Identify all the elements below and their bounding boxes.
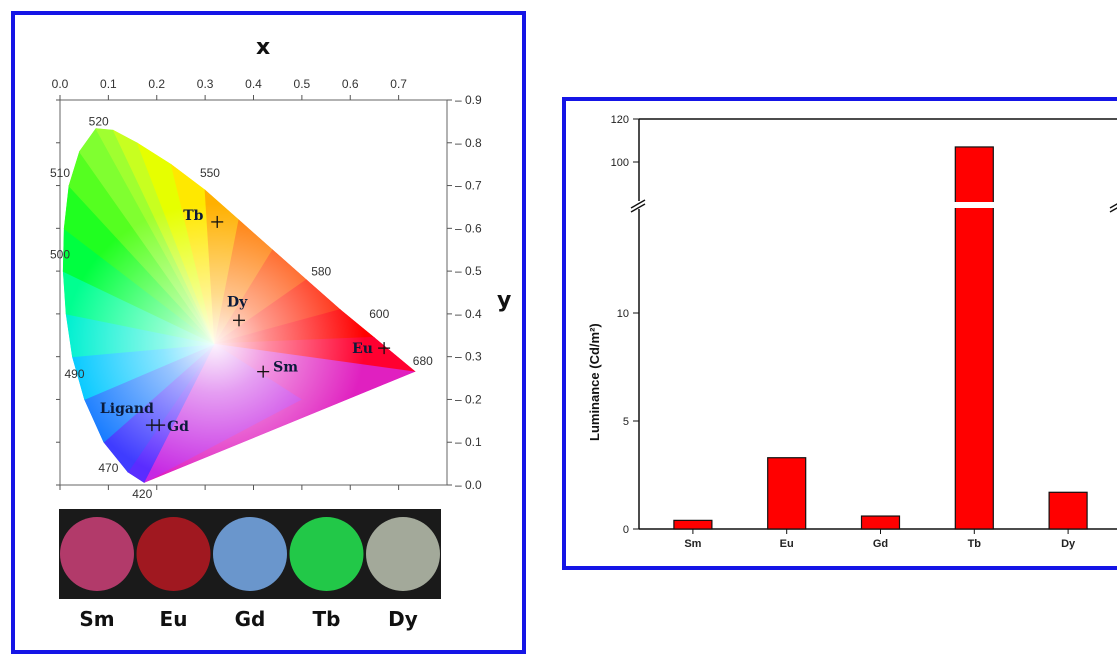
bar-dy xyxy=(1048,491,1088,530)
cie-point-ligand: Ligand xyxy=(100,401,158,432)
bar-eu xyxy=(767,457,807,530)
sample-label-tb: Tb xyxy=(313,607,341,631)
cie-point-label: Ligand xyxy=(100,401,154,417)
x-tick-label: 0.2 xyxy=(148,77,165,91)
wavelength-label: 470 xyxy=(98,461,118,475)
y-tick-label: – 0.6 xyxy=(455,221,482,235)
y-tick-label: – 0.9 xyxy=(455,93,482,107)
cie-point-tb: Tb xyxy=(183,208,224,228)
sample-disc-eu xyxy=(136,517,211,591)
x-tick-label: 0.4 xyxy=(245,77,262,91)
sample-discs xyxy=(60,517,440,591)
y-tick-label: – 0.3 xyxy=(455,350,482,364)
x-tick-label: 0.3 xyxy=(197,77,214,91)
wavelength-label: 580 xyxy=(311,264,331,278)
wavelength-label: 510 xyxy=(50,166,70,180)
sample-label-eu: Eu xyxy=(160,607,188,631)
cie-color-fill xyxy=(62,128,416,483)
wavelength-label: 600 xyxy=(369,307,389,321)
wavelength-label: 490 xyxy=(64,367,84,381)
wavelength-label: 680 xyxy=(413,354,433,368)
y-tick-label: – 0.0 xyxy=(455,478,482,492)
wavelength-label: 420 xyxy=(132,487,152,501)
x-tick-label: 0.6 xyxy=(342,77,359,91)
cie-diagram-panel: 0.0 0.1 0.2 0.3 0.4 0.5 0.6 0.7 – 0.0 – 0.1 – 0.2 –… xyxy=(11,11,526,654)
cie-point-label: Sm xyxy=(273,360,298,376)
sample-label-gd: Gd xyxy=(235,607,266,631)
y-tick-label: – 0.8 xyxy=(455,136,482,150)
cie-point-dy: Dy xyxy=(227,294,248,327)
x-category-label: Dy xyxy=(1061,538,1076,550)
sample-label-dy: Dy xyxy=(388,607,418,631)
axis-break-mark xyxy=(1109,203,1117,209)
x-category-label: Tb xyxy=(968,538,982,550)
y-tick-label: 5 xyxy=(623,416,629,428)
x-tick-label: 0.5 xyxy=(294,77,311,91)
y-tick-label: 0 xyxy=(623,524,629,536)
luminance-bar-chart: Luminance (Cd/m²) Sm Eu Gd Tb Dy 0 5 10 100 120 xyxy=(587,114,1117,550)
cie-point-gd: Gd xyxy=(153,419,189,435)
cie-point-label: Gd xyxy=(167,419,189,435)
wavelength-label: 550 xyxy=(200,166,220,180)
y-axis-title: y xyxy=(497,288,511,313)
bar-plot-area: Sm Eu Gd Tb Dy 0 5 10 100 120 xyxy=(611,114,1117,550)
bar-gd xyxy=(860,515,901,530)
bar-tb xyxy=(954,146,994,530)
y-axis-label: Luminance (Cd/m²) xyxy=(587,323,602,441)
x-tick-label: 0.1 xyxy=(100,77,117,91)
wavelength-label: 520 xyxy=(89,115,109,129)
cie-point-label: Dy xyxy=(227,294,248,310)
sample-disc-sm xyxy=(60,517,134,591)
cie-plot-area: 0.0 0.1 0.2 0.3 0.4 0.5 0.6 0.7 – 0.0 – 0.1 – 0.2 –… xyxy=(50,77,482,501)
cie-chromaticity-diagram: 0.0 0.1 0.2 0.3 0.4 0.5 0.6 0.7 – 0.0 – 0.1 – 0.2 –… xyxy=(50,35,511,631)
sample-labels: Sm Eu Gd Tb Dy xyxy=(79,607,417,631)
sample-disc-gd xyxy=(213,517,287,591)
cie-point-eu: Eu xyxy=(352,341,391,357)
cie-point-sm: Sm xyxy=(257,360,298,378)
sample-disc-tb xyxy=(289,517,364,591)
x-tick-label: 0.7 xyxy=(390,77,407,91)
x-tick-label: 0.0 xyxy=(52,77,69,91)
y-tick-label: – 0.5 xyxy=(455,264,482,278)
wavelength-label: 500 xyxy=(50,247,70,261)
y-tick-label: – 0.7 xyxy=(455,179,482,193)
x-axis-title: x xyxy=(256,35,270,60)
y-tick-label: – 0.1 xyxy=(455,435,482,449)
x-category-label: Eu xyxy=(780,538,794,550)
sample-label-sm: Sm xyxy=(79,607,114,631)
cie-point-label: Eu xyxy=(352,341,373,357)
y-tick-label: 100 xyxy=(611,157,629,169)
y-tick-label: – 0.2 xyxy=(455,392,482,406)
y-tick-label: 10 xyxy=(617,308,629,320)
cie-point-label: Tb xyxy=(183,208,203,224)
luminance-chart-panel: Luminance (Cd/m²) Sm Eu Gd Tb Dy 0 5 10 100 120 xyxy=(562,97,1117,570)
y-tick-label: 120 xyxy=(611,114,629,126)
y-tick-label: – 0.4 xyxy=(455,307,482,321)
x-category-label: Gd xyxy=(873,538,888,550)
axis-break-mark xyxy=(630,199,646,209)
sample-disc-dy xyxy=(366,517,440,591)
axis-break-gap xyxy=(953,202,996,208)
bar-sm xyxy=(673,519,713,530)
x-category-label: Sm xyxy=(684,538,701,550)
